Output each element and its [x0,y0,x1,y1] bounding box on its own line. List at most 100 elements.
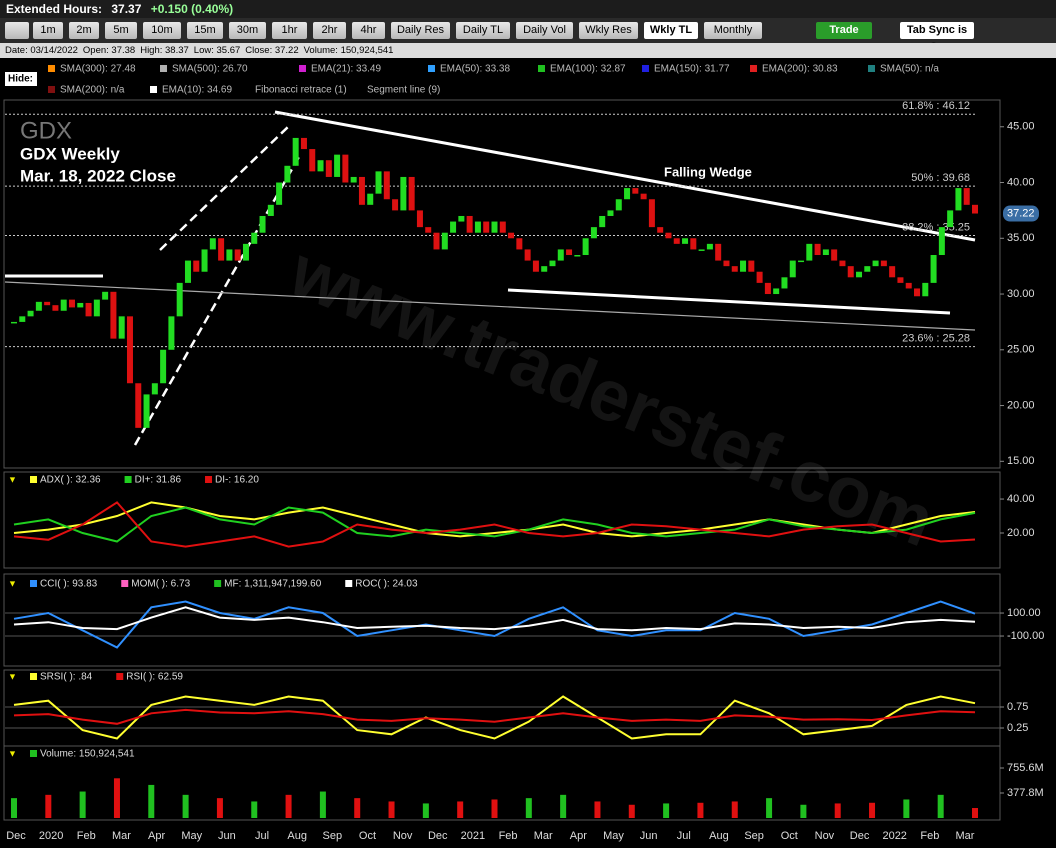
legend-item: SRSI( ): .84 [40,672,93,683]
timeframe-button[interactable]: 4hr [352,22,385,39]
candle [276,182,283,205]
legend-item: EMA(10): 34.69 [162,85,232,96]
fib-label: 61.8% : 46.12 [902,100,970,112]
candle [706,243,713,250]
timeframe-button[interactable]: Daily Res [391,22,450,39]
timeframe-button[interactable]: Daily Vol [516,22,573,39]
y-tick-label: 25.00 [1007,344,1035,356]
x-tick-label: Feb [499,830,518,842]
candle [474,221,481,233]
candle [955,188,962,211]
left-button[interactable] [5,22,29,39]
candle [168,316,175,350]
timeframe-button[interactable]: 2hr [313,22,346,39]
candle [847,266,854,278]
volume-bar [251,801,258,818]
legend-item: ROC( ): 24.03 [355,579,418,590]
candle [880,260,887,267]
quote-label: Extended Hours: [6,2,103,16]
candle [657,227,664,233]
candle [160,349,167,384]
legend-swatch [48,65,55,72]
legend-swatch [160,65,167,72]
timeframe-button[interactable]: Wkly Res [579,22,638,39]
candle [425,227,432,233]
volume-bar [834,803,841,818]
volume-bar [182,794,189,818]
legend-swatch [30,476,37,483]
candle [516,238,523,250]
legend-swatch [205,476,213,483]
channel-line [159,124,291,251]
candle [350,176,357,183]
hide-label[interactable]: Hide: [8,74,33,85]
candle [864,266,871,272]
timeframe-button[interactable]: Wkly TL [644,22,698,39]
candle [242,243,249,261]
volume-bar [560,794,567,818]
legend-swatch [30,750,37,757]
y-tick-label: 377.8M [1007,787,1044,799]
x-tick-label: Jun [640,830,658,842]
candle [632,188,639,194]
price-panel [3,99,1001,469]
x-tick-label: 2022 [882,830,906,842]
y-tick-label: 100.00 [1007,607,1041,619]
candle [102,291,109,300]
x-tick-label: Aug [709,830,729,842]
candle [27,310,34,317]
legend-swatch [538,65,545,72]
candle [458,215,465,222]
timeframe-button[interactable]: 10m [143,22,181,39]
x-tick-label: Apr [570,830,587,842]
timeframe-button[interactable]: 15m [187,22,223,39]
candle [831,249,838,261]
y-tick-label: 15.00 [1007,455,1035,467]
timeframe-button[interactable]: 5m [105,22,137,39]
volume-panel [3,745,1001,821]
candle [723,260,730,267]
info-item: Date: 03/14/2022 [5,45,78,56]
legend-item: SMA(500): 26.70 [172,64,248,75]
timeframe-button[interactable]: 30m [229,22,266,39]
candle [731,266,738,272]
candle [93,299,100,317]
legend-swatch [868,65,875,72]
legend-swatch [214,580,222,587]
x-tick-label: Dec [850,830,870,842]
timeframe-button[interactable]: Daily TL [456,22,510,39]
y-tick-label: 35.00 [1007,232,1035,244]
quote-price: 37.37 [111,2,142,16]
trade-button[interactable]: Trade [816,22,872,39]
x-tick-label: 2020 [39,830,63,842]
x-tick-label: May [603,830,624,842]
candle [914,288,921,297]
candle [922,282,929,297]
candle [325,160,332,177]
volume-bar [79,791,86,818]
hide-button[interactable] [5,72,37,86]
candle [690,238,697,250]
timeframe-button[interactable]: 2m [69,22,99,39]
candle [889,266,896,278]
timeframe-button[interactable]: 1hr [272,22,307,39]
candle [85,302,92,317]
timeframe-button[interactable]: Monthly [704,22,762,39]
legend-item: EMA(100): 32.87 [550,64,626,75]
volume-bar [800,804,807,818]
x-tick-label: Sep [744,830,764,842]
volume-bar [594,801,601,818]
volume-bar [869,802,876,818]
legend-swatch [30,580,37,587]
fib-label: 38.2% : 35.25 [902,221,970,233]
y-tick-label: 40.00 [1007,176,1035,188]
legend-swatch [30,673,37,680]
volume-bar [525,798,532,818]
candle [441,232,448,250]
legend-swatch [750,65,757,72]
candle [68,299,75,308]
timeframe-button[interactable]: 1m [33,22,63,39]
chart-subtitle: Mar. 18, 2022 Close [20,166,176,185]
candle [267,204,274,216]
candle [582,238,589,256]
